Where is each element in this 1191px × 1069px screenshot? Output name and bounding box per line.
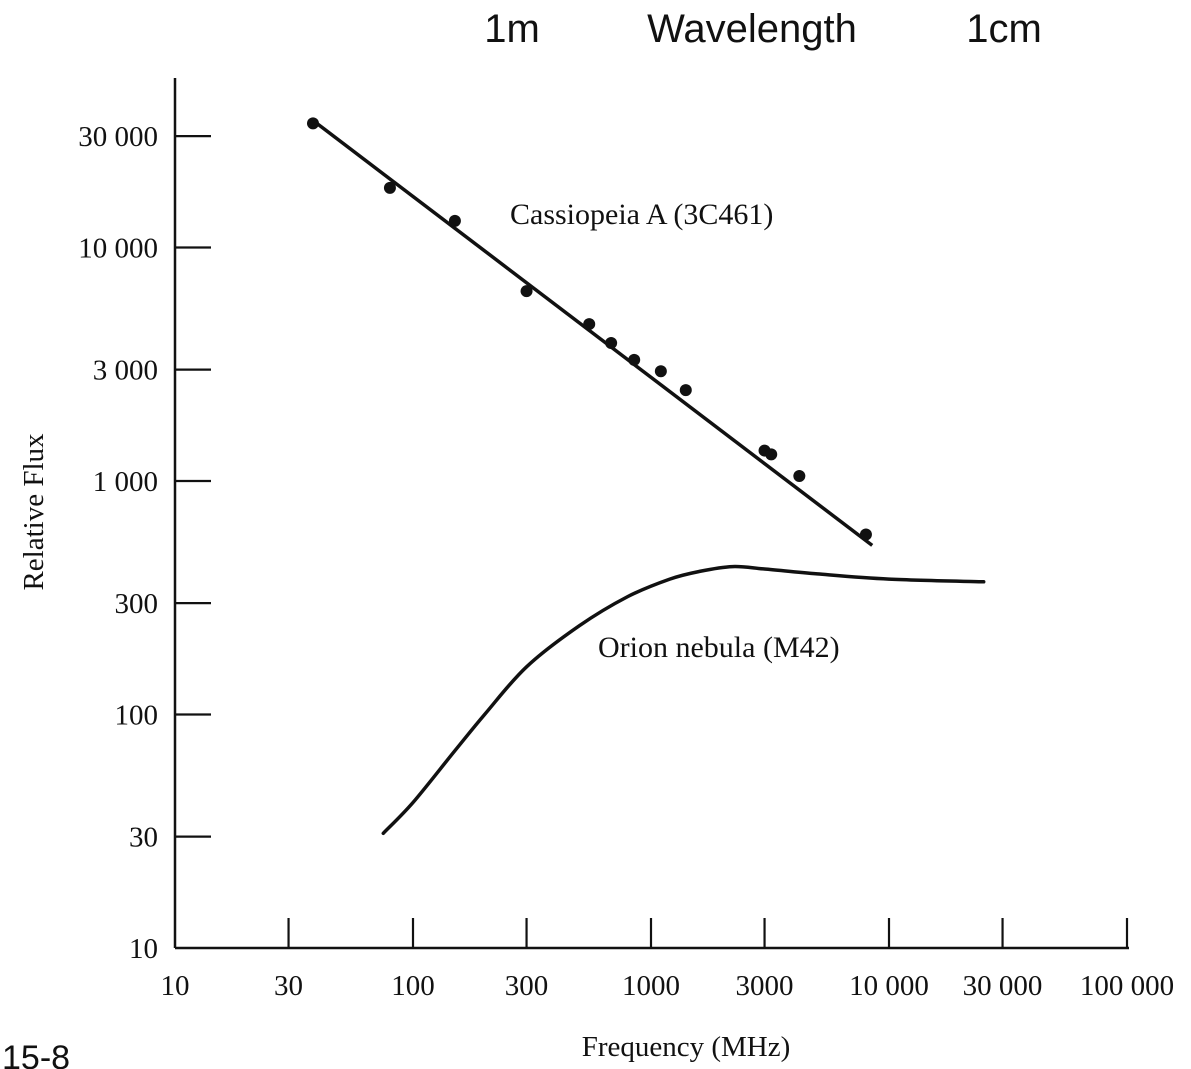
- cassiopeia-data-point: [628, 353, 641, 366]
- x-tick-label: 1000: [622, 970, 680, 1002]
- x-tick-label: 100 000: [1080, 970, 1174, 1002]
- wavelength-right-label: 1cm: [966, 7, 1042, 51]
- cassiopeia-data-point: [448, 214, 461, 227]
- wavelength-left-label: 1m: [484, 7, 540, 51]
- cassiopeia-data-point: [383, 181, 396, 194]
- cassiopeia-data-point: [859, 528, 872, 541]
- y-tick-label: 30 000: [78, 121, 158, 153]
- x-tick-label: 300: [505, 970, 549, 1002]
- y-tick-label: 10: [129, 933, 158, 965]
- y-tick-label: 30: [129, 822, 158, 854]
- tick-labels: 10 30 100 300 1000 3000 10 000 30 000 100 000 10 3…: [78, 121, 1174, 1002]
- cassiopeia-data-point: [583, 318, 596, 331]
- cassiopeia-data-point: [520, 285, 533, 298]
- y-tick-label: 10 000: [78, 233, 158, 265]
- x-tick-label: 10 000: [849, 970, 929, 1002]
- x-tick-label: 30 000: [963, 970, 1043, 1002]
- x-tick-label: 10: [161, 970, 190, 1002]
- y-axis-title: Relative Flux: [18, 433, 50, 591]
- cassiopeia-data-point: [793, 470, 806, 483]
- y-tick-label: 100: [115, 700, 159, 732]
- cassiopeia-fit-line: [311, 119, 874, 547]
- x-tick-label: 30: [274, 970, 303, 1002]
- x-axis-title: Frequency (MHz): [582, 1031, 791, 1063]
- x-tick-label: 100: [391, 970, 435, 1002]
- cassiopeia-data-point: [605, 336, 618, 349]
- cassiopeia-data-point: [306, 117, 319, 130]
- cassiopeia-data-point: [654, 365, 667, 378]
- figure-number: 15-8: [2, 1039, 70, 1069]
- series-label-orion: Orion nebula (M42): [598, 631, 840, 664]
- series-layer: [306, 117, 986, 836]
- y-tick-label: 3 000: [93, 355, 158, 387]
- y-tick-label: 1 000: [93, 466, 158, 498]
- cassiopeia-data-point: [679, 384, 692, 397]
- orion-curve: [381, 564, 986, 836]
- wavelength-title: Wavelength: [647, 7, 857, 51]
- cassiopeia-data-point: [765, 448, 778, 461]
- tick-marks: [175, 134, 1129, 948]
- x-tick-label: 3000: [736, 970, 794, 1002]
- y-tick-label: 300: [115, 588, 159, 620]
- series-label-cassiopeia: Cassiopeia A (3C461): [510, 198, 773, 231]
